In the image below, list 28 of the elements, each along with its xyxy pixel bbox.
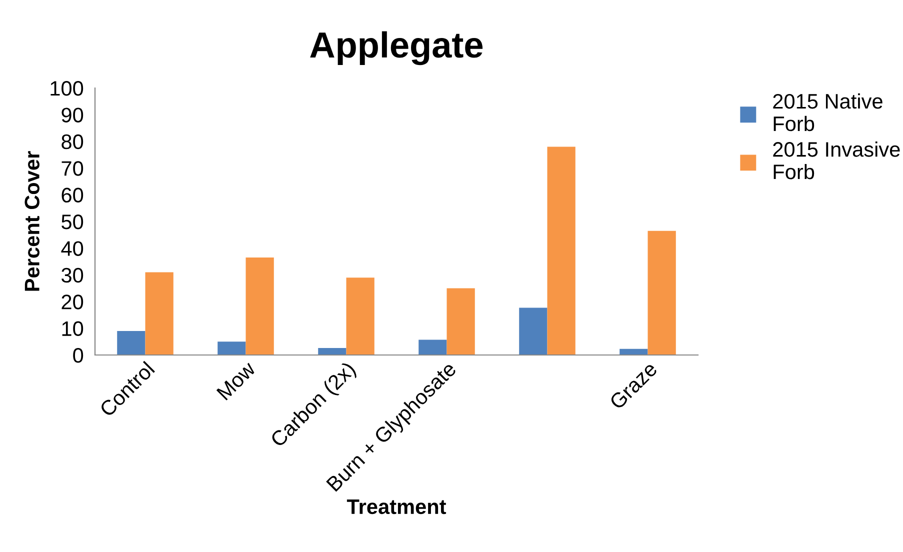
y-axis-title: Percent Cover (24, 151, 40, 291)
y-tick-label: 60 (62, 188, 84, 203)
legend-label: 2015 Native Forb (773, 93, 882, 132)
bar (117, 330, 146, 355)
bar (547, 146, 576, 355)
chart-title: Applegate (310, 31, 483, 66)
bar (418, 340, 447, 355)
bar (318, 348, 346, 355)
bar (346, 278, 374, 355)
y-tick-label: 80 (62, 134, 84, 150)
y-tick-label: 10 (62, 321, 84, 336)
legend-label: 2015 Invasive Forb (773, 142, 900, 180)
y-tick-label: 20 (62, 294, 84, 310)
bar (519, 308, 548, 355)
y-tick-label: 90 (62, 108, 84, 122)
y-tick-label: 50 (62, 214, 84, 230)
bar (145, 272, 174, 355)
y-tick-label: 0 (73, 348, 84, 363)
bar (246, 258, 274, 355)
y-tick-label: 30 (62, 268, 84, 283)
y-tick-label: 100 (50, 81, 84, 96)
bar (648, 230, 676, 355)
bar (446, 288, 475, 355)
bar (218, 342, 246, 355)
y-tick-label: 70 (62, 161, 84, 176)
bar (620, 348, 648, 355)
y-tick-label: 40 (61, 241, 84, 256)
x-axis-title: Treatment (346, 500, 446, 514)
